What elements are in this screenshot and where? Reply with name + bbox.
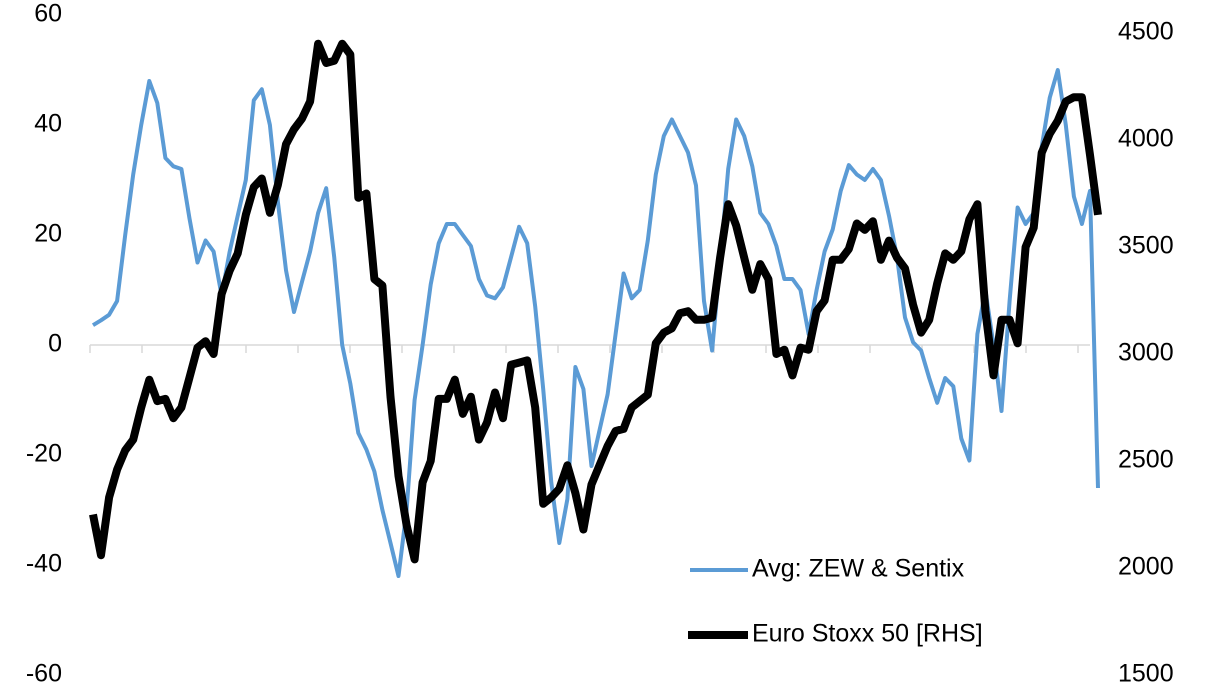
y-tick-label: -40 (26, 550, 62, 578)
legend-label: Avg: ZEW & Sentix (752, 555, 965, 583)
y-tick-label: -20 (26, 440, 62, 468)
series-line (89, 39, 1102, 564)
y-tick-label: 60 (34, 0, 62, 28)
y2-tick-label: 3000 (1118, 339, 1174, 367)
series-line (91, 68, 1100, 578)
y-tick-label: 20 (34, 220, 62, 248)
y-tick-label: -60 (26, 660, 62, 688)
y2-tick-label: 4500 (1118, 18, 1174, 46)
y2-tick-label: 3500 (1118, 232, 1174, 260)
y-tick-label: 0 (48, 330, 62, 358)
y-tick-label: 40 (34, 110, 62, 138)
y2-tick-label: 2500 (1118, 446, 1174, 474)
y2-tick-label: 1500 (1118, 660, 1174, 688)
legend-label: Euro Stoxx 50 [RHS] (752, 620, 983, 648)
y2-tick-label: 4000 (1118, 125, 1174, 153)
y2-tick-label: 2000 (1118, 553, 1174, 581)
